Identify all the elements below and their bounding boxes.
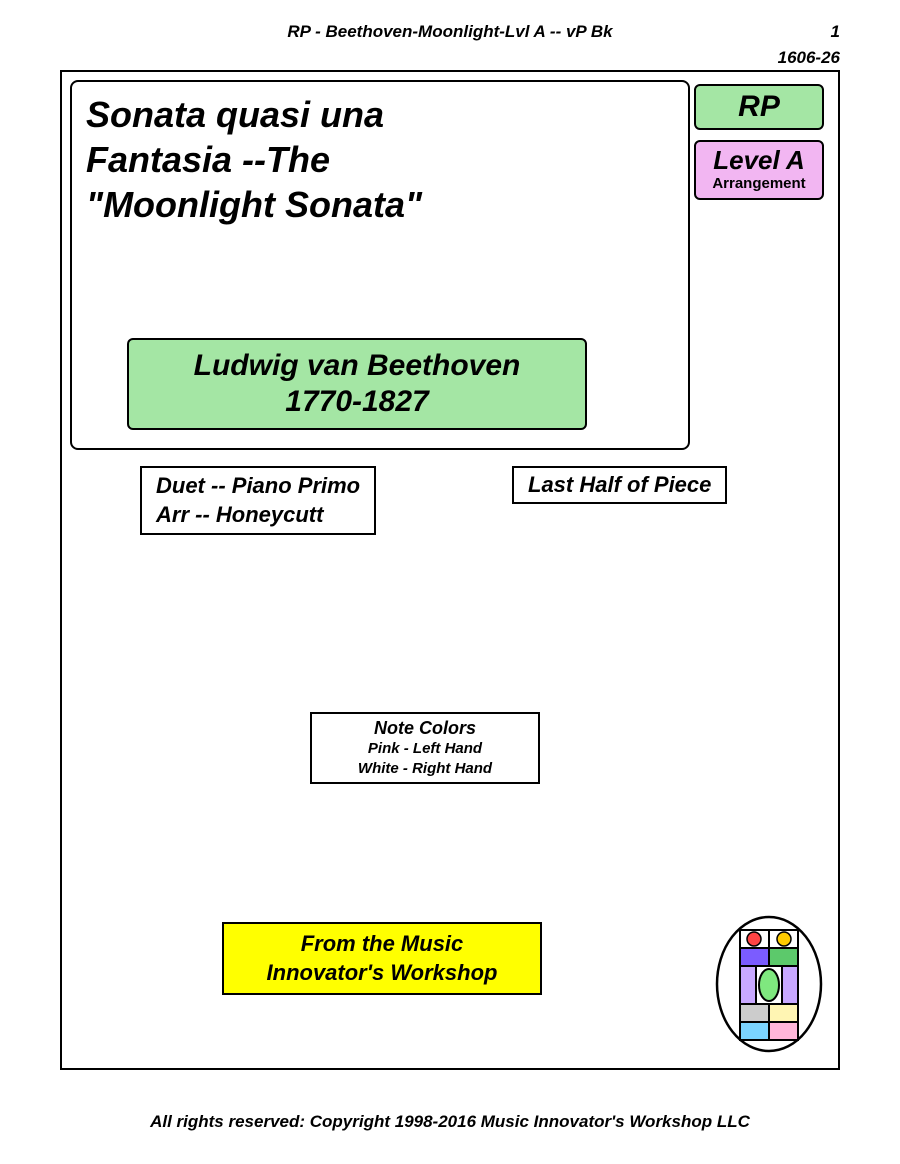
workshop-logo-icon xyxy=(714,914,824,1054)
workshop-line-2: Innovator's Workshop xyxy=(224,959,540,988)
last-half-box: Last Half of Piece xyxy=(512,466,727,504)
level-badge: Level A Arrangement xyxy=(694,140,824,200)
rp-badge: RP xyxy=(694,84,824,130)
workshop-box: From the Music Innovator's Workshop xyxy=(222,922,542,995)
workshop-line-1: From the Music xyxy=(224,930,540,959)
note-colors-title: Note Colors xyxy=(312,718,538,739)
note-colors-box: Note Colors Pink - Left Hand White - Rig… xyxy=(310,712,540,784)
title-block: Sonata quasi una Fantasia --The "Moonlig… xyxy=(70,80,690,450)
header-text: RP - Beethoven-Moonlight-Lvl A -- vP Bk xyxy=(287,22,612,41)
note-colors-line-2: White - Right Hand xyxy=(312,759,538,779)
level-sub: Arrangement xyxy=(696,175,822,192)
duet-box: Duet -- Piano Primo Arr -- Honeycutt xyxy=(140,466,376,535)
title-line-3: "Moonlight Sonata" xyxy=(86,182,674,227)
title-line-2: Fantasia --The xyxy=(86,137,674,182)
main-frame: Sonata quasi una Fantasia --The "Moonlig… xyxy=(60,70,840,1070)
composer-name: Ludwig van Beethoven xyxy=(129,348,585,384)
composer-dates: 1770-1827 xyxy=(129,384,585,420)
note-colors-line-1: Pink - Left Hand xyxy=(312,739,538,759)
title-line-1: Sonata quasi una xyxy=(86,92,674,137)
duet-line-1: Duet -- Piano Primo xyxy=(156,472,360,501)
duet-line-2: Arr -- Honeycutt xyxy=(156,501,360,530)
composer-box: Ludwig van Beethoven 1770-1827 xyxy=(127,338,587,430)
level-main: Level A xyxy=(696,146,822,175)
page-header: RP - Beethoven-Moonlight-Lvl A -- vP Bk xyxy=(0,22,900,42)
copyright-text: All rights reserved: Copyright 1998-2016… xyxy=(0,1112,900,1132)
document-id: 1606-26 xyxy=(778,48,840,68)
page-number: 1 xyxy=(831,22,840,42)
